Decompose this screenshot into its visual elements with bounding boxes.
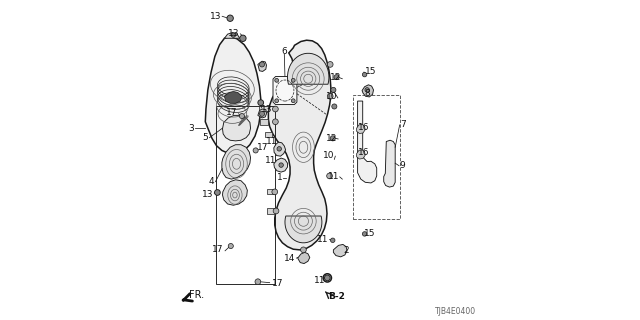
Bar [353, 95, 400, 219]
Polygon shape [362, 85, 374, 97]
Text: 13: 13 [228, 29, 240, 38]
Polygon shape [205, 36, 260, 154]
Circle shape [331, 87, 336, 92]
Polygon shape [225, 92, 242, 103]
Bar [216, 107, 275, 284]
Text: TJB4E0400: TJB4E0400 [435, 307, 476, 316]
Circle shape [273, 106, 278, 112]
Text: 13: 13 [210, 12, 221, 21]
Text: 14: 14 [284, 254, 295, 263]
Circle shape [272, 189, 278, 195]
Circle shape [301, 247, 307, 253]
Circle shape [258, 100, 264, 106]
Circle shape [327, 93, 333, 99]
Text: 13: 13 [261, 105, 273, 114]
Text: 17: 17 [212, 245, 224, 254]
Text: 5: 5 [203, 133, 209, 142]
Text: 16: 16 [358, 148, 369, 157]
Text: 15: 15 [365, 67, 376, 76]
Polygon shape [223, 116, 250, 141]
Polygon shape [298, 252, 310, 264]
Text: 12: 12 [330, 73, 342, 82]
Circle shape [259, 111, 264, 116]
Text: 8: 8 [365, 89, 371, 98]
Circle shape [291, 78, 295, 82]
Polygon shape [333, 244, 347, 257]
Text: FR.: FR. [183, 291, 205, 301]
Circle shape [259, 62, 264, 67]
Text: 16: 16 [358, 123, 370, 132]
Polygon shape [222, 145, 250, 179]
Polygon shape [274, 142, 285, 156]
Circle shape [214, 190, 220, 196]
Circle shape [330, 136, 335, 141]
Text: 11: 11 [264, 156, 276, 165]
Circle shape [362, 232, 367, 236]
Polygon shape [356, 124, 365, 133]
Polygon shape [356, 150, 365, 159]
Text: 15: 15 [364, 229, 376, 238]
Text: 6: 6 [282, 47, 287, 56]
Text: 17: 17 [226, 108, 237, 117]
Circle shape [326, 173, 332, 179]
Bar [260, 119, 268, 124]
Text: 11: 11 [328, 172, 339, 181]
Polygon shape [268, 40, 331, 250]
Circle shape [362, 72, 367, 77]
Text: 7: 7 [400, 120, 406, 129]
Circle shape [253, 148, 258, 153]
Circle shape [240, 35, 246, 42]
Text: 10: 10 [326, 92, 337, 101]
Text: 1: 1 [276, 173, 282, 182]
Circle shape [279, 163, 284, 167]
Text: 11: 11 [266, 137, 278, 146]
Text: 10: 10 [323, 151, 335, 160]
Text: 17: 17 [271, 279, 283, 288]
Circle shape [227, 15, 234, 21]
Text: 12: 12 [326, 134, 337, 143]
Text: 13: 13 [202, 190, 213, 199]
Polygon shape [358, 101, 377, 183]
Bar [265, 132, 272, 137]
Polygon shape [273, 76, 297, 105]
Circle shape [273, 119, 278, 124]
Text: 4: 4 [209, 177, 214, 186]
Text: 2: 2 [343, 246, 349, 255]
Polygon shape [384, 140, 395, 187]
Circle shape [291, 99, 295, 103]
Circle shape [231, 33, 236, 37]
Circle shape [277, 147, 282, 151]
Circle shape [365, 88, 369, 92]
Circle shape [275, 99, 278, 103]
Circle shape [273, 208, 279, 214]
Circle shape [334, 75, 339, 80]
Bar [267, 208, 275, 214]
Circle shape [275, 78, 278, 82]
Polygon shape [258, 109, 266, 118]
Text: 11: 11 [314, 276, 326, 285]
Circle shape [330, 238, 335, 243]
Circle shape [332, 104, 337, 109]
Text: 9: 9 [399, 161, 405, 170]
Text: B-2: B-2 [328, 292, 345, 300]
Circle shape [239, 114, 244, 119]
Polygon shape [274, 158, 287, 172]
Circle shape [228, 244, 234, 249]
Bar [267, 189, 274, 195]
Text: 3: 3 [188, 124, 194, 132]
Polygon shape [258, 61, 266, 71]
Polygon shape [285, 216, 322, 243]
Text: 11: 11 [317, 235, 329, 244]
Circle shape [327, 61, 333, 67]
Circle shape [324, 275, 330, 281]
Polygon shape [287, 53, 329, 84]
Bar [259, 106, 268, 112]
Circle shape [255, 279, 260, 284]
Polygon shape [225, 33, 240, 38]
Polygon shape [223, 180, 247, 205]
Text: 17: 17 [257, 143, 268, 152]
